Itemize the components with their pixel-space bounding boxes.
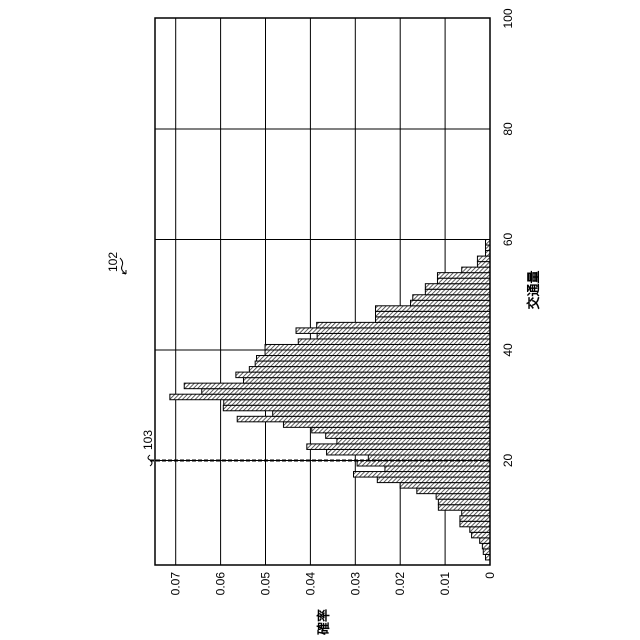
histogram-bar — [296, 328, 490, 334]
histogram-bar — [460, 516, 490, 522]
threshold-label: 103 — [141, 430, 155, 450]
histogram-bar — [317, 333, 490, 339]
histogram-bar — [482, 543, 490, 549]
histogram-bar — [477, 256, 490, 262]
histogram-bar — [255, 361, 490, 367]
x-tick-label: 100 — [501, 8, 515, 28]
histogram-bar — [480, 538, 490, 544]
histogram-bar — [376, 311, 490, 317]
histogram-bar — [376, 306, 490, 312]
y-tick-label: 0.01 — [438, 572, 452, 596]
histogram-chart: 0 0.01 0.02 0.03 0.04 0.05 0.06 0.07 20 40 60 80 100… — [0, 0, 640, 640]
histogram-bar — [170, 394, 490, 400]
histogram-bar — [417, 488, 490, 494]
y-axis-label: 確率 — [316, 609, 331, 635]
x-axis-label: 交通量 — [526, 270, 541, 309]
histogram-bar — [326, 433, 490, 439]
histogram-bar — [312, 427, 490, 433]
histogram-bar — [462, 267, 490, 273]
histogram-bar — [337, 438, 490, 444]
y-tick-label: 0.06 — [214, 572, 228, 596]
histogram-bar — [400, 483, 490, 489]
histogram-bar — [470, 527, 490, 533]
y-tick-label: 0.05 — [259, 572, 273, 596]
y-tick-label: 0.03 — [348, 572, 362, 596]
histogram-bar — [354, 472, 490, 478]
histogram-bar — [184, 383, 490, 389]
histogram-bar — [265, 350, 490, 356]
x-tick-label: 20 — [501, 454, 515, 468]
histogram-bar — [438, 499, 490, 505]
histogram-bar — [224, 400, 490, 406]
histogram-bar — [307, 444, 490, 450]
y-tick-label: 0.07 — [169, 572, 183, 596]
bars — [170, 240, 490, 560]
histogram-bar — [460, 521, 490, 527]
histogram-bar — [437, 278, 490, 284]
histogram-bar — [317, 322, 490, 328]
histogram-bar — [483, 549, 490, 555]
histogram-bar — [327, 449, 490, 455]
y-tick-label: 0.02 — [393, 572, 407, 596]
histogram-bar — [437, 273, 490, 279]
histogram-bar — [377, 477, 490, 483]
histogram-bar — [273, 411, 490, 417]
histogram-bar — [376, 317, 490, 323]
figure-label: 102 — [106, 252, 120, 272]
histogram-bar — [257, 356, 490, 362]
histogram-bar — [283, 422, 490, 428]
histogram-bar — [223, 405, 490, 411]
histogram-bar — [236, 372, 490, 378]
x-tick-label: 60 — [501, 233, 515, 247]
x-tick-label: 40 — [501, 343, 515, 357]
histogram-bar — [462, 510, 490, 516]
histogram-bar — [425, 284, 490, 290]
histogram-bar — [477, 262, 490, 268]
figure-label-arrow — [120, 258, 126, 274]
histogram-bar — [202, 389, 490, 395]
histogram-bar — [413, 295, 490, 301]
histogram-bar — [249, 367, 490, 373]
histogram-bar — [438, 505, 490, 511]
histogram-bar — [237, 416, 490, 422]
histogram-bar — [265, 344, 490, 350]
histogram-bar — [243, 378, 490, 384]
histogram-bar — [472, 532, 490, 538]
histogram-bar — [436, 494, 490, 500]
histogram-bar — [385, 466, 490, 472]
y-tick-label: 0 — [483, 572, 497, 579]
x-tick-label: 80 — [501, 122, 515, 136]
histogram-bar — [411, 300, 490, 306]
histogram-bar — [298, 339, 490, 345]
histogram-bar — [425, 289, 490, 295]
y-tick-label: 0.04 — [303, 572, 317, 596]
